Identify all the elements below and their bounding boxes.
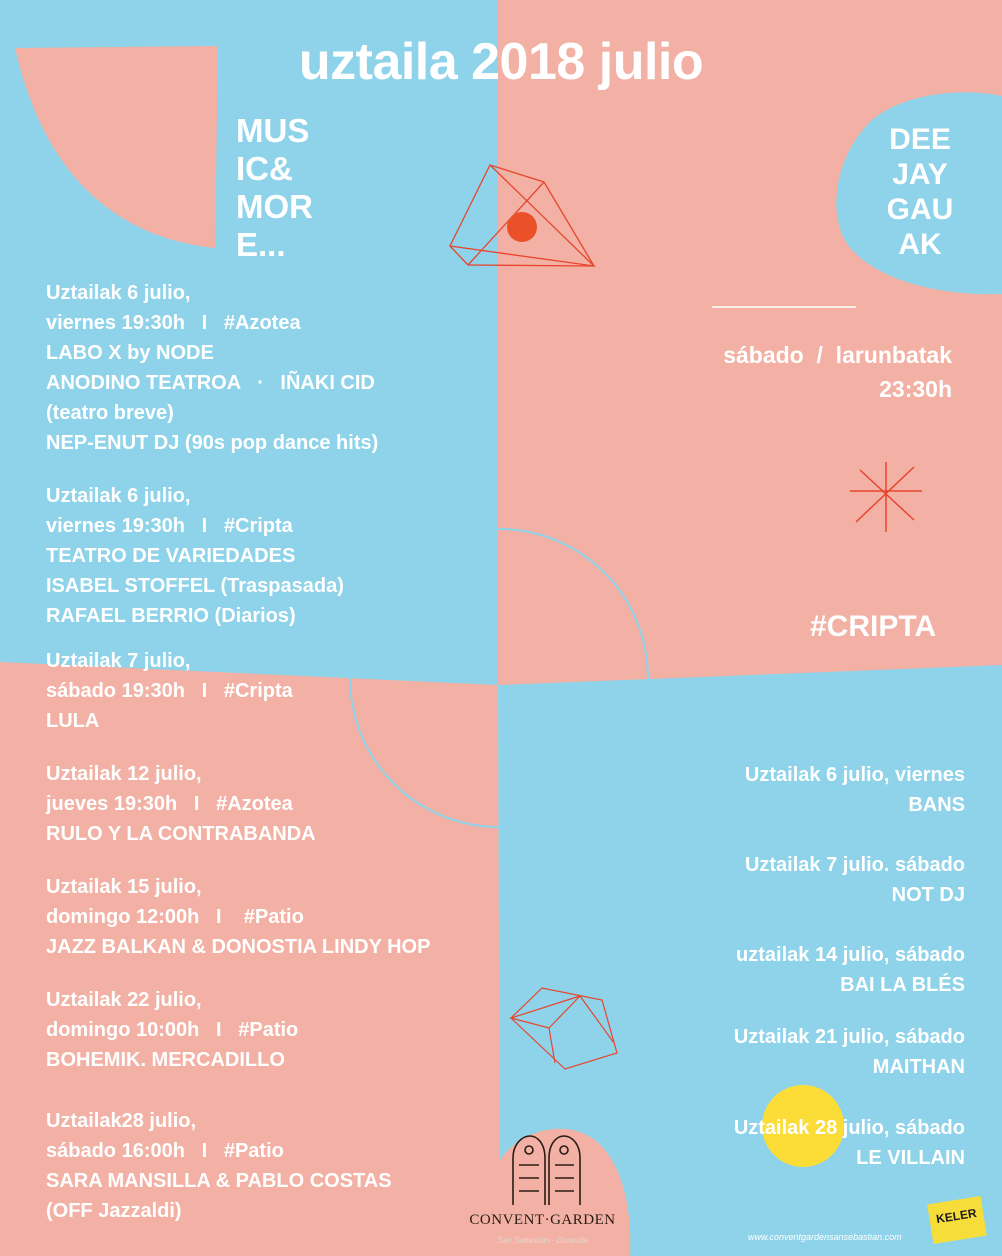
event-listing: Uztailak 6 julio, viernes 19:30h I #Azot… xyxy=(46,278,378,458)
deejay-line: JAY xyxy=(892,158,948,191)
dj-night-artist: BANS xyxy=(908,794,965,816)
dj-schedule: sábado / larunbatak 23:30h xyxy=(723,338,952,406)
event-listing: Uztailak 15 julio, domingo 12:00h I #Pat… xyxy=(46,872,430,962)
bottom-right-salmon-shape xyxy=(500,1128,631,1256)
event-date: Uztailak 7 julio, xyxy=(46,650,191,672)
event-time-venue: viernes 19:30h I #Azotea xyxy=(46,312,301,334)
panel-bottom-left-salmon xyxy=(0,662,500,1256)
deejay-line: GAU xyxy=(886,193,954,226)
event-performer: LULA xyxy=(46,710,100,732)
event-time-venue: jueves 19:30h I #Azotea xyxy=(46,793,293,815)
red-dot xyxy=(507,212,537,242)
dj-venue: #CRIPTA xyxy=(810,610,937,643)
event-performer: RAFAEL BERRIO (Diarios) xyxy=(46,605,296,627)
triangle-prism-icon xyxy=(449,163,596,267)
yellow-dot xyxy=(762,1085,844,1167)
event-listing: Uztailak 12 julio, jueves 19:30h I #Azot… xyxy=(46,759,316,849)
dj-night-date: uztailak 14 julio, sábado xyxy=(736,944,965,966)
gate-logo-icon xyxy=(512,1135,581,1205)
music-more-line: IC& xyxy=(236,150,293,187)
event-performer: (teatro breve) xyxy=(46,402,174,424)
event-time-venue: domingo 10:00h I #Patio xyxy=(46,1019,299,1041)
dj-night-artist: NOT DJ xyxy=(891,884,965,906)
dj-night-date: Uztailak 7 julio. sábado xyxy=(744,854,965,876)
top-left-salmon-shape xyxy=(15,46,218,248)
event-performer: ANODINO TEATROA · IÑAKI CID xyxy=(46,372,375,394)
event-performer: BOHEMIK. MERCADILLO xyxy=(46,1049,285,1071)
event-date: Uztailak 15 julio, xyxy=(46,876,202,898)
event-listing: Uztailak 22 julio, domingo 10:00h I #Pat… xyxy=(46,985,298,1075)
event-date: Uztailak28 julio, xyxy=(46,1110,197,1132)
event-performer: SARA MANSILLA & PABLO COSTAS xyxy=(46,1170,392,1192)
website-link[interactable]: www.conventgardensansebastian.com xyxy=(748,1232,902,1242)
deejay-line: DEE xyxy=(889,123,951,156)
dj-schedule-day: sábado / larunbatak xyxy=(723,342,952,368)
brand-subtitle: San Sebastián · Donostia xyxy=(497,1236,589,1245)
dj-night-artist: LE VILLAIN xyxy=(856,1147,965,1169)
dj-night: Uztailak 21 julio, sábado MAITHAN xyxy=(734,1022,965,1082)
circle-outline-icon xyxy=(349,528,649,828)
dj-schedule-time: 23:30h xyxy=(879,376,952,402)
event-performer: NEP-ENUT DJ (90s pop dance hits) xyxy=(46,432,379,454)
deejay-blue-blob xyxy=(836,92,1002,295)
event-date: Uztailak 22 julio, xyxy=(46,989,202,1011)
music-and-more-heading: MUS IC& MOR E... xyxy=(236,112,356,264)
dj-night-artist: BAI LA BLÉS xyxy=(840,974,965,996)
event-listing: Uztailak 6 julio, viernes 19:30h I #Crip… xyxy=(46,481,344,631)
dj-night-artist: MAITHAN xyxy=(872,1056,965,1078)
brand-name: CONVENT·GARDEN xyxy=(469,1212,616,1228)
deejay-line: AK xyxy=(898,228,942,261)
event-listing: Uztailak 7 julio, sábado 19:30h I #Cript… xyxy=(46,646,293,736)
poster-title: uztaila 2018 julio xyxy=(298,33,704,91)
event-performer: JAZZ BALKAN & DONOSTIA LINDY HOP xyxy=(46,936,431,958)
event-listing: Uztailak28 julio, sábado 16:00h I #Patio… xyxy=(46,1106,392,1226)
dj-night: uztailak 14 julio, sábado BAI LA BLÉS xyxy=(736,940,965,1000)
dj-night-date: Uztailak 28 julio, sábado xyxy=(733,1117,965,1139)
dj-night: Uztailak 6 julio, viernes BANS xyxy=(745,760,965,820)
event-date: Uztailak 6 julio, xyxy=(46,282,191,304)
sponsor-logo: KELER xyxy=(927,1196,987,1244)
event-performer: LABO X by NODE xyxy=(46,342,214,364)
dj-night: Uztailak 7 julio. sábado NOT DJ xyxy=(745,850,965,910)
event-performer: (OFF Jazzaldi) xyxy=(46,1200,182,1222)
sponsor-name: KELER xyxy=(935,1205,978,1227)
dj-night-date: Uztailak 6 julio, viernes xyxy=(744,764,965,786)
dj-night-date: Uztailak 21 julio, sábado xyxy=(733,1026,965,1048)
music-more-line: MOR xyxy=(236,188,313,225)
pentagon-solid-icon xyxy=(508,987,618,1070)
event-time-venue: domingo 12:00h I #Patio xyxy=(46,906,304,928)
music-more-line: E... xyxy=(236,226,286,263)
event-date: Uztailak 12 julio, xyxy=(46,763,202,785)
event-performer: RULO Y LA CONTRABANDA xyxy=(46,823,316,845)
deejay-heading: DEE JAY GAU AK xyxy=(870,122,970,262)
asterisk-star-icon xyxy=(850,462,922,532)
event-performer: ISABEL STOFFEL (Traspasada) xyxy=(46,575,344,597)
event-time-venue: sábado 19:30h I #Cripta xyxy=(46,680,293,702)
event-time-venue: sábado 16:00h I #Patio xyxy=(46,1140,284,1162)
event-date: Uztailak 6 julio, xyxy=(46,485,191,507)
dj-night: Uztailak 28 julio, sábado LE VILLAIN xyxy=(734,1113,965,1173)
music-more-line: MUS xyxy=(236,112,310,149)
event-time-venue: viernes 19:30h I #Cripta xyxy=(46,515,293,537)
event-performer: TEATRO DE VARIEDADES xyxy=(46,545,296,567)
